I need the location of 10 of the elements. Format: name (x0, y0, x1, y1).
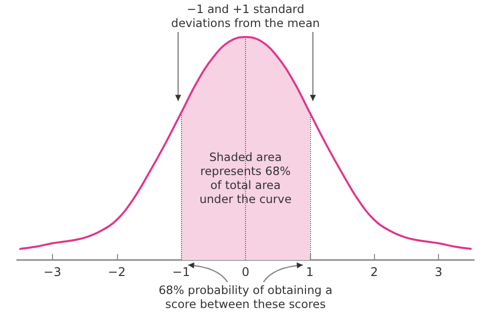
x-tick-label: −1 (172, 265, 190, 279)
x-tick-label: 3 (434, 265, 442, 279)
x-tick-label: −3 (44, 265, 62, 279)
x-tick-label: 2 (370, 265, 378, 279)
text: −1 and +1 standard deviations from the mean (170, 2, 321, 30)
x-tick-label: 1 (306, 265, 314, 279)
text: 68% probability of obtaining a score between these scores (158, 283, 333, 311)
x-tick-label: 0 (242, 265, 250, 279)
x-tick-label: −2 (108, 265, 126, 279)
band-label: Shaded area represents 68% of total area under the curve (198, 150, 293, 206)
